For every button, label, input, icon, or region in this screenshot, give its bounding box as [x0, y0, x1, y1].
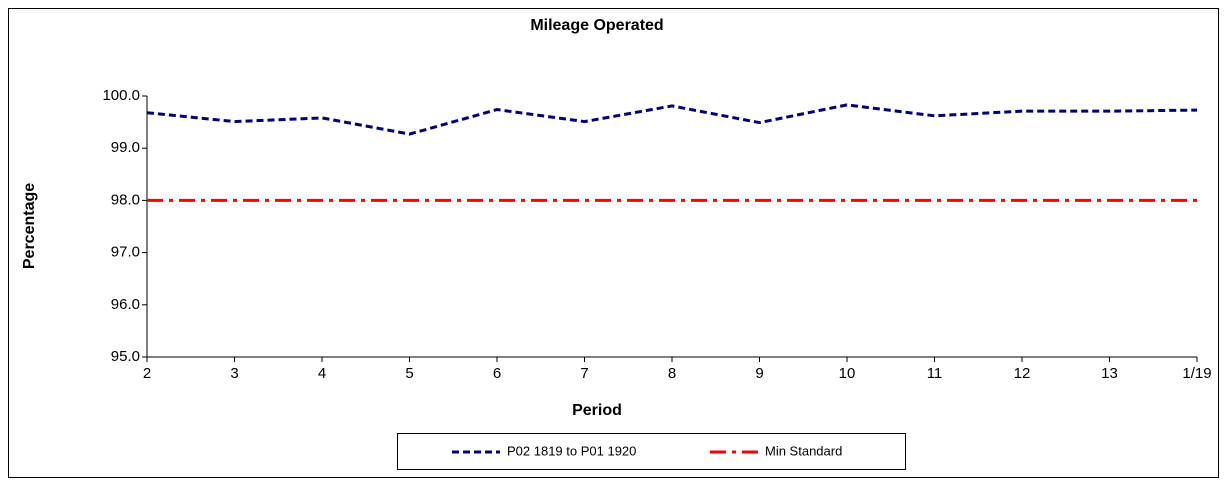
- x-tick-label: 8: [668, 365, 676, 382]
- y-tick-label: 95.0: [111, 348, 140, 365]
- x-tick-label: 10: [839, 365, 856, 382]
- x-tick-label: 9: [755, 365, 763, 382]
- y-tick-label: 98.0: [111, 191, 140, 208]
- y-tick-label: 96.0: [111, 296, 140, 313]
- legend-label: Min Standard: [765, 443, 842, 458]
- y-tick-label: 100.0: [102, 87, 140, 104]
- x-tick-label: 1/19: [1182, 365, 1211, 382]
- x-tick-label: 6: [493, 365, 501, 382]
- x-axis-title: Period: [572, 402, 622, 419]
- x-tick-label: 11: [927, 365, 943, 382]
- x-tick-label: 7: [580, 365, 588, 382]
- legend-label: P02 1819 to P01 1920: [507, 443, 636, 458]
- x-tick-label: 12: [1014, 365, 1031, 382]
- chart-border: [8, 8, 1219, 478]
- chart-title: Mileage Operated: [530, 17, 663, 34]
- legend-box: [397, 433, 906, 470]
- x-tick-label: 2: [143, 365, 151, 382]
- series-line: [146, 103, 1198, 136]
- x-tick-label: 4: [318, 365, 326, 382]
- y-axis-title: Percentage: [21, 183, 38, 269]
- y-tick-label: 99.0: [111, 139, 140, 156]
- x-tick-label: 5: [405, 365, 413, 382]
- y-tick-label: 97.0: [111, 244, 140, 261]
- x-tick-label: 13: [1101, 365, 1118, 382]
- x-tick-label: 3: [230, 365, 238, 382]
